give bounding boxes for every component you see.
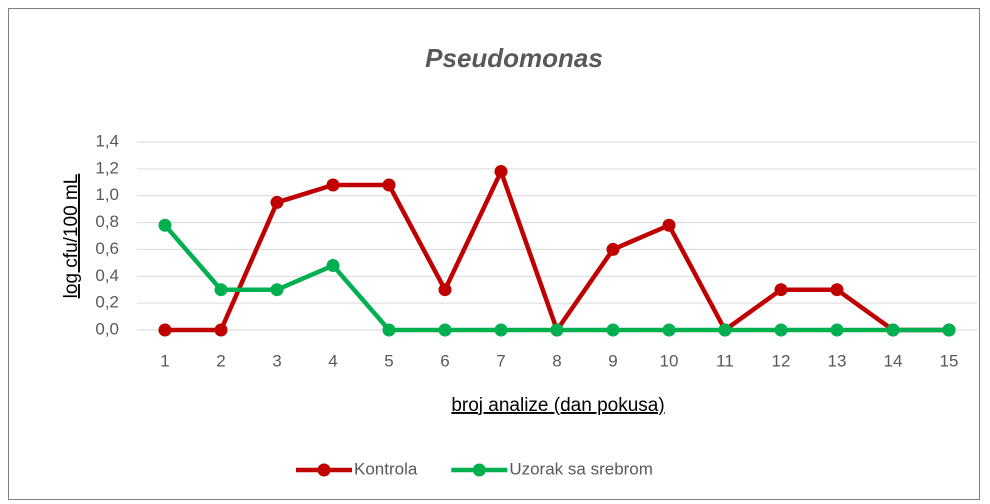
data-point	[326, 178, 340, 192]
legend-marker	[472, 463, 486, 477]
data-point	[606, 323, 620, 337]
x-tick-label: 1	[160, 351, 169, 370]
x-tick-label: 2	[216, 351, 225, 370]
y-tick-label: 0,8	[95, 212, 119, 231]
legend-label: Kontrola	[354, 459, 418, 478]
data-point	[214, 283, 228, 297]
y-axis-label: log cfu/100 mL	[61, 174, 82, 299]
y-tick-label: 1,4	[95, 131, 119, 150]
x-tick-label: 6	[440, 351, 449, 370]
data-point	[718, 323, 732, 337]
data-point	[550, 323, 564, 337]
data-point	[382, 178, 396, 192]
chart-frame	[8, 8, 980, 500]
chart-title: Pseudomonas	[425, 43, 603, 73]
legend-marker	[317, 463, 331, 477]
x-tick-label: 8	[552, 351, 561, 370]
data-point	[438, 283, 452, 297]
x-tick-label: 11	[716, 351, 734, 370]
x-axis-label: broj analize (dan pokusa)	[451, 395, 664, 416]
legend-label: Uzorak sa srebrom	[509, 459, 653, 478]
x-tick-label: 3	[272, 351, 281, 370]
data-point	[942, 323, 956, 337]
data-point	[270, 195, 284, 209]
x-tick-label: 10	[660, 351, 679, 370]
y-tick-label: 1,0	[95, 185, 119, 204]
x-tick-label: 7	[496, 351, 505, 370]
x-tick-label: 5	[384, 351, 393, 370]
data-point	[158, 323, 172, 337]
y-tick-label: 1,2	[95, 158, 119, 177]
data-point	[774, 283, 788, 297]
x-tick-label: 9	[608, 351, 617, 370]
data-point	[494, 165, 508, 179]
data-point	[494, 323, 508, 337]
x-tick-label: 4	[328, 351, 337, 370]
data-point	[830, 323, 844, 337]
y-tick-label: 0,4	[95, 266, 119, 285]
data-point	[606, 242, 620, 256]
data-point	[830, 283, 844, 297]
data-point	[270, 283, 284, 297]
data-point	[438, 323, 452, 337]
data-point	[326, 259, 340, 273]
x-tick-label: 13	[828, 351, 847, 370]
x-tick-label: 14	[884, 351, 903, 370]
data-point	[158, 218, 172, 232]
data-point	[886, 323, 900, 337]
x-tick-label: 12	[772, 351, 791, 370]
data-point	[662, 218, 676, 232]
x-tick-label: 15	[940, 351, 959, 370]
y-tick-label: 0,6	[95, 239, 119, 258]
data-point	[774, 323, 788, 337]
data-point	[382, 323, 396, 337]
y-tick-label: 0,0	[95, 319, 119, 338]
y-tick-label: 0,2	[95, 293, 119, 312]
data-point	[214, 323, 228, 337]
data-point	[662, 323, 676, 337]
